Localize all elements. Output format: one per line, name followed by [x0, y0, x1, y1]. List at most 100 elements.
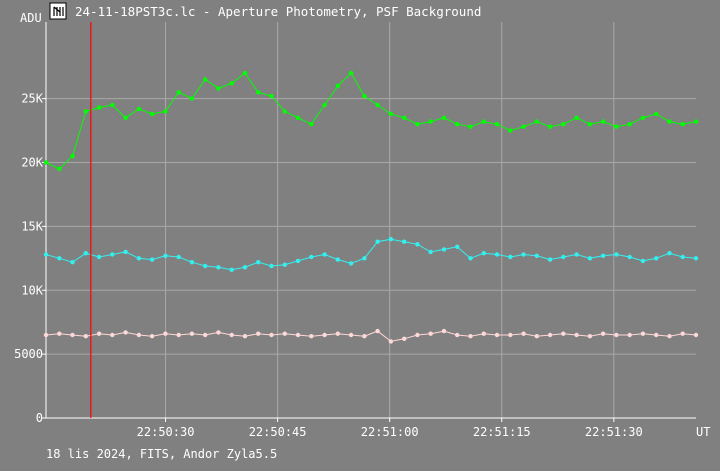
series-line	[45, 330, 697, 342]
data-point	[216, 86, 221, 91]
data-point	[494, 332, 500, 338]
data-point	[110, 102, 115, 108]
data-point	[70, 332, 75, 338]
data-point	[269, 93, 274, 99]
data-point	[189, 260, 195, 265]
data-point	[110, 252, 115, 257]
data-point	[176, 90, 181, 95]
data-point	[600, 119, 606, 124]
data-point	[693, 256, 699, 261]
data-point	[123, 249, 128, 255]
data-point	[680, 331, 685, 336]
data-point	[667, 334, 672, 339]
data-point	[428, 119, 433, 124]
data-point	[627, 332, 632, 338]
y-tick-label: 10K	[21, 283, 43, 297]
data-point	[587, 122, 593, 127]
data-point	[362, 256, 367, 261]
data-point	[216, 330, 221, 335]
data-point	[494, 122, 500, 127]
data-point	[574, 252, 579, 257]
y-tick-label: 0	[36, 411, 43, 425]
data-point	[654, 256, 659, 261]
data-point	[640, 258, 646, 264]
data-point	[508, 254, 513, 260]
data-point	[388, 237, 394, 242]
data-point	[614, 252, 619, 257]
data-point	[295, 258, 301, 264]
data-point	[322, 332, 327, 338]
data-point	[508, 128, 513, 133]
axes	[42, 22, 696, 422]
data-point	[402, 115, 407, 121]
data-point	[428, 331, 433, 336]
data-point	[375, 328, 380, 334]
data-point	[481, 331, 486, 336]
data-point	[57, 256, 62, 261]
data-point	[70, 260, 75, 265]
data-point	[149, 257, 155, 262]
data-point	[203, 77, 208, 82]
data-point	[163, 253, 168, 258]
data-point	[242, 334, 248, 339]
data-point	[468, 256, 473, 261]
data-point	[203, 263, 208, 269]
data-point	[614, 124, 619, 129]
data-point	[96, 105, 102, 110]
data-point	[110, 332, 115, 338]
data-point	[136, 106, 142, 112]
data-point	[627, 122, 632, 127]
data-point	[494, 252, 500, 257]
y-axis-label: ADU	[20, 11, 42, 25]
data-point	[547, 332, 553, 338]
data-point	[269, 263, 274, 269]
data-point	[441, 115, 447, 121]
data-point	[123, 330, 128, 335]
data-point	[309, 334, 314, 339]
data-point	[189, 96, 195, 101]
data-point	[282, 331, 287, 336]
data-point	[534, 334, 539, 339]
data-point	[123, 115, 128, 121]
data-point	[468, 124, 473, 129]
data-point	[335, 257, 340, 262]
data-point	[561, 331, 566, 336]
data-point	[547, 257, 553, 262]
data-point	[375, 239, 380, 244]
data-point	[83, 109, 89, 114]
data-point	[693, 119, 699, 124]
data-point	[614, 332, 619, 338]
data-point	[654, 332, 659, 338]
data-point	[70, 153, 75, 159]
data-point	[521, 124, 526, 129]
data-point	[309, 122, 314, 127]
data-point	[600, 331, 606, 336]
data-point	[43, 160, 49, 165]
x-tick-label: 22:50:30	[137, 425, 195, 439]
data-point	[136, 256, 142, 261]
data-point	[667, 119, 672, 124]
data-point	[375, 102, 380, 108]
data-point	[282, 262, 287, 267]
data-point	[455, 244, 460, 249]
data-point	[680, 254, 685, 260]
data-point	[600, 253, 606, 258]
data-point	[295, 115, 301, 121]
data-point	[149, 111, 155, 117]
x-axis-label: UT	[696, 425, 710, 439]
data-point	[176, 332, 181, 338]
y-tick-label: 20K	[21, 156, 43, 170]
data-point	[57, 331, 62, 336]
data-point	[521, 331, 526, 336]
data-point	[57, 166, 62, 172]
series-1	[43, 237, 699, 272]
y-tick-labels: 0 5000 10K 15K 20K 25K	[14, 92, 44, 425]
data-point	[667, 251, 672, 256]
data-point	[587, 256, 593, 261]
x-tick-label: 22:51:00	[361, 425, 419, 439]
data-point	[295, 332, 301, 338]
data-point	[574, 332, 579, 338]
data-point	[627, 254, 632, 260]
data-point	[43, 332, 49, 338]
